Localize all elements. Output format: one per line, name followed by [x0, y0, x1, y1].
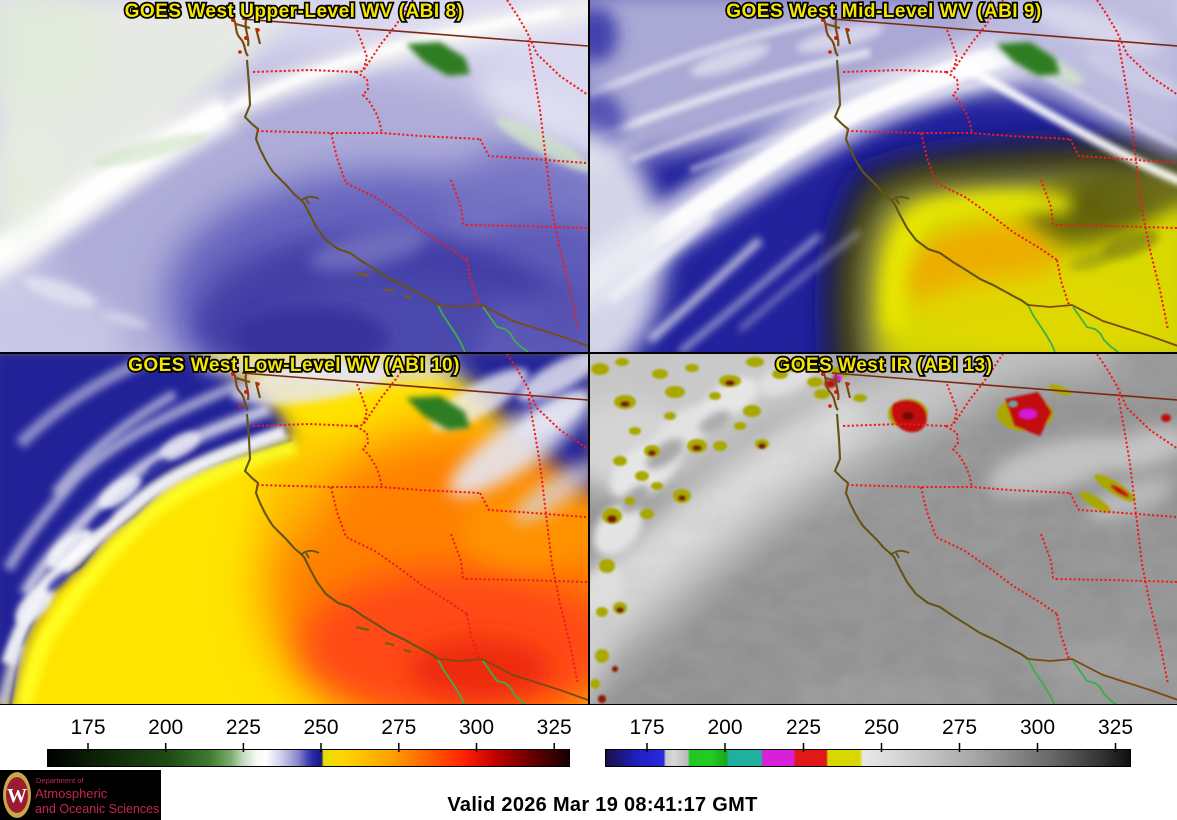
svg-text:W: W	[7, 785, 27, 807]
svg-text:GOES West Mid-Level WV (ABI 9): GOES West Mid-Level WV (ABI 9)	[726, 1, 1042, 22]
svg-text:GOES West Low-Level WV (ABI 10: GOES West Low-Level WV (ABI 10)	[128, 355, 460, 376]
svg-text:Atmospheric: Atmospheric	[35, 786, 108, 801]
svg-text:GOES West Upper-Level WV (ABI: GOES West Upper-Level WV (ABI 8)	[125, 1, 464, 22]
svg-text:GOES West IR (ABI 13): GOES West IR (ABI 13)	[775, 355, 992, 376]
svg-text:and Oceanic Sciences: and Oceanic Sciences	[35, 802, 159, 816]
svg-text:Department of: Department of	[36, 776, 84, 785]
